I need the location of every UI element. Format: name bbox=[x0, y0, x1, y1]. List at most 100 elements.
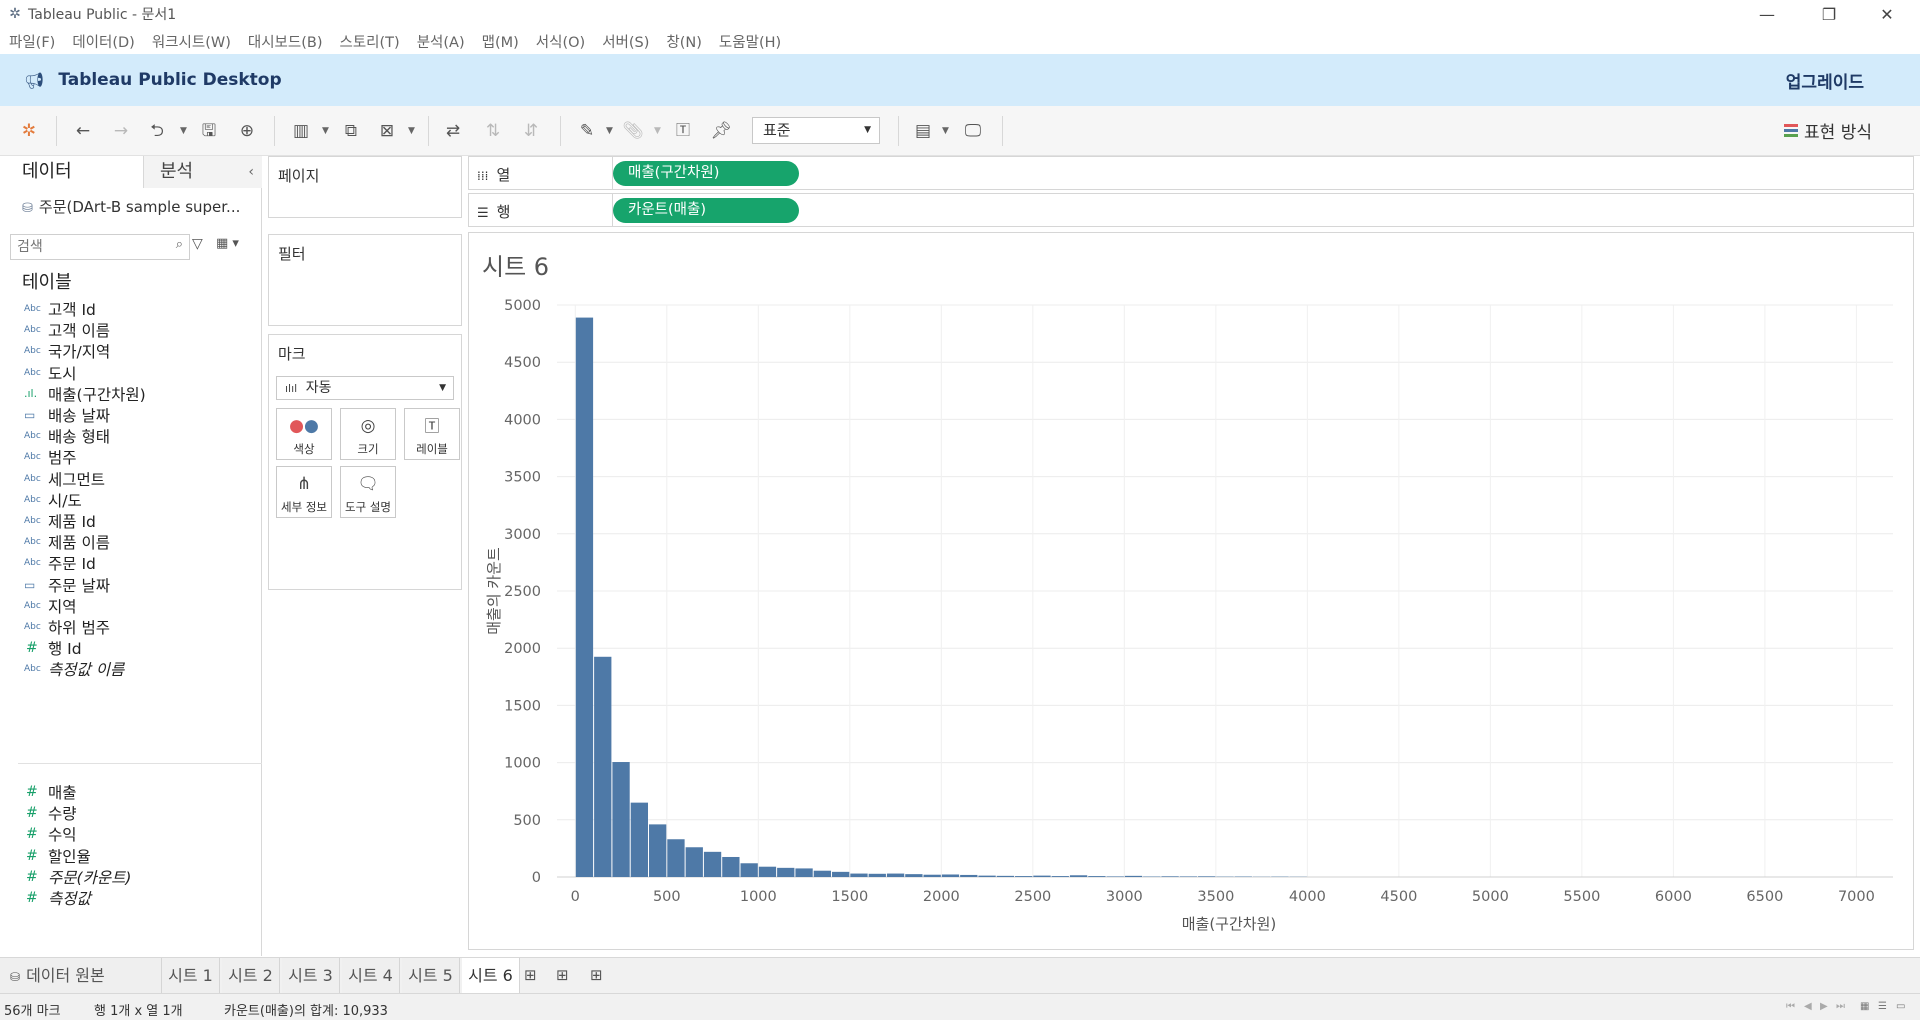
histogram-bar[interactable] bbox=[1161, 876, 1179, 877]
new-dashboard-tab-icon[interactable]: ⊞ bbox=[556, 966, 569, 984]
columns-pill[interactable]: 매출(구간차원) bbox=[613, 161, 799, 186]
field-item[interactable]: Abc 세그먼트 bbox=[0, 467, 262, 491]
columns-shelf[interactable]: ⁞⁞⁞ 열 매출(구간차원) bbox=[468, 156, 1914, 190]
menu-format[interactable]: 서식(O) bbox=[535, 34, 586, 51]
upgrade-link[interactable]: 업그레이드 bbox=[1785, 73, 1864, 93]
tab-analysis[interactable]: 분석 ‹ bbox=[143, 156, 262, 188]
fit-select[interactable]: 표준 ▼ bbox=[752, 117, 880, 144]
sheet-title[interactable]: 시트 6 bbox=[482, 253, 550, 281]
field-item[interactable]: # 매출 bbox=[0, 780, 262, 804]
list-view-icon[interactable]: ☰ bbox=[1878, 1001, 1887, 1012]
field-item[interactable]: Abc 고객 Id bbox=[0, 297, 262, 321]
undo-icon[interactable]: ← bbox=[75, 121, 91, 141]
detail-button[interactable]: ⋔ 세부 정보 bbox=[276, 466, 332, 518]
minimize-icon[interactable]: — bbox=[1759, 4, 1775, 24]
clear-sheet-icon[interactable]: ⊠ bbox=[379, 121, 395, 141]
presentation-mode-icon[interactable]: 🖵︎ bbox=[964, 121, 982, 141]
menu-server[interactable]: 서버(S) bbox=[602, 34, 650, 51]
histogram-bar[interactable] bbox=[905, 874, 923, 877]
field-item[interactable]: Abc 고객 이름 bbox=[0, 318, 262, 342]
new-worksheet-icon[interactable]: ▥ bbox=[292, 121, 310, 141]
field-item[interactable]: # 주문(카운트) bbox=[0, 865, 262, 889]
field-item[interactable]: .ıl. 매출(구간차원) bbox=[0, 382, 262, 406]
histogram-bar[interactable] bbox=[1088, 876, 1106, 877]
group-members-icon[interactable]: 📎︎ bbox=[622, 121, 644, 141]
filters-card[interactable]: 필터 bbox=[268, 234, 462, 326]
swap-rows-columns-icon[interactable]: ⇄ bbox=[445, 121, 461, 141]
histogram-bar[interactable] bbox=[813, 870, 832, 877]
first-sheet-icon[interactable]: ⏮ bbox=[1786, 1001, 1795, 1012]
clear-sheet-dropdown-icon[interactable]: ▼ bbox=[408, 126, 415, 136]
histogram-bar[interactable] bbox=[960, 874, 978, 877]
histogram-bar[interactable] bbox=[649, 824, 667, 877]
tab-data[interactable]: 데이터 bbox=[0, 156, 143, 188]
histogram-bar[interactable] bbox=[850, 873, 868, 877]
field-item[interactable]: Abc 지역 bbox=[0, 594, 262, 618]
menu-analysis[interactable]: 분석(A) bbox=[416, 34, 465, 51]
tab-sheet[interactable]: 시트 4 bbox=[342, 958, 400, 994]
restore-icon[interactable]: ❐ bbox=[1821, 4, 1837, 24]
histogram-bar[interactable] bbox=[832, 871, 850, 877]
histogram-bar[interactable] bbox=[868, 873, 886, 877]
histogram-bar[interactable] bbox=[941, 874, 960, 877]
highlight-dropdown-icon[interactable]: ▼ bbox=[606, 126, 613, 136]
histogram-bar[interactable] bbox=[1179, 876, 1198, 877]
menu-dashboard[interactable]: 대시보드(B) bbox=[247, 34, 323, 51]
tab-sheet[interactable]: 시트 3 bbox=[282, 958, 340, 994]
histogram-bar[interactable] bbox=[612, 762, 630, 877]
show-cards-icon[interactable]: ▤ bbox=[914, 121, 932, 141]
histogram-bar[interactable] bbox=[1106, 876, 1124, 877]
sort-ascending-icon[interactable]: ⇅ bbox=[485, 121, 501, 141]
histogram-bar[interactable] bbox=[1033, 875, 1051, 877]
tab-data-source[interactable]: ⛁ 데이터 원본 bbox=[0, 958, 162, 994]
color-button[interactable]: ●● 색상 bbox=[276, 408, 332, 460]
field-item[interactable]: Abc 국가/지역 bbox=[0, 339, 262, 363]
rows-pill[interactable]: 카운트(매출) bbox=[613, 198, 799, 223]
duplicate-sheet-icon[interactable]: ⧉ bbox=[344, 121, 358, 141]
histogram-bar[interactable] bbox=[594, 656, 612, 877]
highlight-icon[interactable]: ✎ bbox=[579, 121, 595, 141]
collapse-pane-icon[interactable]: ‹ bbox=[248, 164, 254, 180]
histogram-bar[interactable] bbox=[1124, 875, 1143, 877]
histogram-bar[interactable] bbox=[923, 874, 941, 877]
field-item[interactable]: # 측정값 bbox=[0, 886, 262, 910]
redo-icon[interactable]: → bbox=[113, 121, 129, 141]
histogram-bar[interactable] bbox=[630, 802, 649, 877]
field-item[interactable]: Abc 측정값 이름 bbox=[0, 657, 262, 681]
histogram-bar[interactable] bbox=[978, 875, 996, 877]
menu-data[interactable]: 데이터(D) bbox=[72, 34, 135, 51]
field-item[interactable]: Abc 하위 범주 bbox=[0, 615, 262, 639]
view-list-icon[interactable]: ▦ ▾ bbox=[216, 236, 239, 251]
menu-story[interactable]: 스토리(T) bbox=[339, 34, 400, 51]
field-item[interactable]: ▭ 주문 날짜 bbox=[0, 573, 262, 597]
histogram-bar[interactable] bbox=[1069, 875, 1088, 877]
save-icon[interactable]: 🖫︎ bbox=[201, 121, 217, 141]
field-item[interactable]: Abc 범주 bbox=[0, 445, 262, 469]
label-button[interactable]: 🅃︎ 레이블 bbox=[404, 408, 460, 460]
search-field[interactable]: ⌕ bbox=[10, 234, 190, 260]
show-mark-labels-icon[interactable]: 🅃︎ bbox=[676, 123, 690, 139]
histogram-bar[interactable] bbox=[575, 317, 594, 877]
next-sheet-icon[interactable]: ▶ bbox=[1820, 1001, 1828, 1012]
search-input[interactable] bbox=[11, 235, 161, 259]
tab-sheet[interactable]: 시트 6 bbox=[462, 958, 520, 994]
tooltip-button[interactable]: 🗨︎ 도구 설명 bbox=[340, 466, 396, 518]
field-item[interactable]: Abc 배송 형태 bbox=[0, 424, 262, 448]
field-item[interactable]: Abc 제품 이름 bbox=[0, 530, 262, 554]
prev-sheet-icon[interactable]: ◀ bbox=[1804, 1001, 1812, 1012]
histogram-bar[interactable] bbox=[886, 873, 905, 877]
field-item[interactable]: # 수량 bbox=[0, 801, 262, 825]
field-item[interactable]: ▭ 배송 날짜 bbox=[0, 403, 262, 427]
field-item[interactable]: # 수익 bbox=[0, 822, 262, 846]
sort-descending-icon[interactable]: ⇵ bbox=[523, 121, 539, 141]
pages-card[interactable]: 페이지 bbox=[268, 156, 462, 218]
menu-file[interactable]: 파일(F) bbox=[9, 34, 56, 51]
grid-view-icon[interactable]: ▦ bbox=[1860, 1001, 1870, 1012]
histogram-bar[interactable] bbox=[740, 863, 758, 877]
field-item[interactable]: Abc 도시 bbox=[0, 361, 262, 385]
field-item[interactable]: # 행 Id bbox=[0, 636, 262, 660]
menu-window[interactable]: 창(N) bbox=[666, 34, 702, 51]
histogram-bar[interactable] bbox=[1051, 876, 1069, 877]
menu-map[interactable]: 맵(M) bbox=[481, 34, 519, 51]
histogram-bar[interactable] bbox=[777, 867, 795, 877]
